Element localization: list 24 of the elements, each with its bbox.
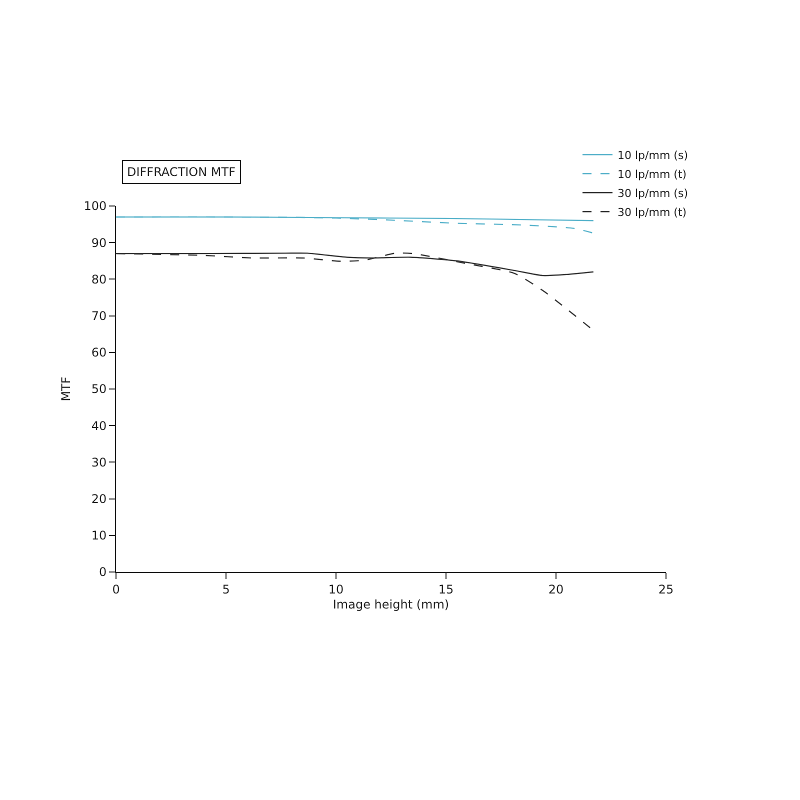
y-tick-label: 100 (84, 199, 107, 214)
y-tick-label: 40 (91, 418, 107, 433)
legend-label: 10 lp/mm (t) (618, 168, 687, 181)
y-tick-label: 10 (91, 528, 107, 543)
legend-label: 30 lp/mm (t) (618, 206, 687, 219)
legend-label: 10 lp/mm (s) (618, 148, 688, 162)
x-axis-title: Image height (mm) (332, 597, 450, 612)
x-tick-label: 15 (438, 582, 454, 596)
y-tick-label: 70 (91, 309, 107, 323)
x-tick-label: 5 (222, 582, 230, 596)
y-tick-label: 50 (91, 382, 107, 396)
y-tick-label: 0 (98, 565, 107, 580)
y-axis-title: MTF (58, 376, 73, 402)
x-tick-label: 0 (112, 582, 120, 596)
legend-label: 30 lp/mm (s) (618, 186, 688, 200)
chart-title: DIFFRACTION MTF (127, 165, 236, 179)
y-tick-label: 20 (91, 492, 107, 506)
x-tick-label: 25 (658, 582, 674, 596)
y-tick-label: 30 (91, 455, 107, 470)
y-tick-label: 90 (91, 236, 107, 250)
y-tick-label: 80 (91, 272, 107, 286)
x-tick-label: 20 (548, 582, 564, 596)
x-tick-label: 10 (328, 582, 344, 596)
y-tick-label: 60 (91, 346, 107, 360)
